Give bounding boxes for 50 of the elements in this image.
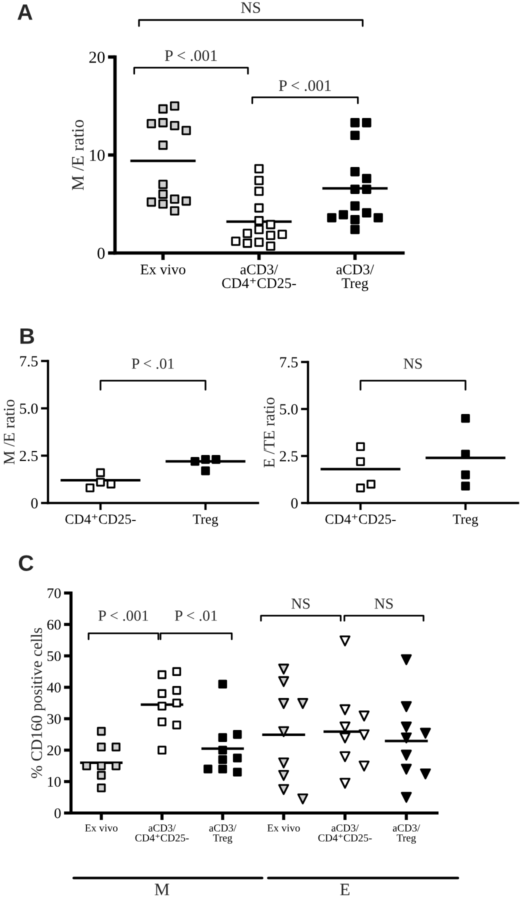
x-tick-label: Treg <box>192 514 218 527</box>
x-tick-label: aCD3/ Treg <box>392 824 420 844</box>
x-tick-label: aCD3/ CD4⁺CD25- <box>318 824 372 842</box>
annotation: P < .001 <box>164 50 217 62</box>
x-tick-label: Ex vivo <box>85 824 118 832</box>
y-tick-label: 0 <box>54 808 61 818</box>
y-tick-label: 70 <box>48 588 61 598</box>
y-tick-label: 20 <box>47 746 61 756</box>
annotation: NS <box>292 598 310 609</box>
y-tick-label: 10 <box>90 150 105 161</box>
y-tick-label: 0 <box>291 498 298 508</box>
y-tick-label: 10 <box>48 776 61 787</box>
x-tick-label: aCD3/ Treg <box>336 264 374 292</box>
annotation: P < .01 <box>132 358 174 369</box>
y-tick-label: 30 <box>47 714 61 724</box>
y-tick-label: 0 <box>98 248 105 259</box>
y-tick-label: 2.5 <box>20 450 38 462</box>
y-tick-label: 50 <box>48 651 61 662</box>
y-axis-title: % CD160 positive cells <box>30 628 46 778</box>
y-tick-label: 2.5 <box>280 451 298 462</box>
y-tick-label: 5.0 <box>280 404 298 415</box>
y-axis-title: M /E ratio <box>72 120 84 190</box>
x-tick-label: Ex vivo <box>267 824 300 832</box>
y-tick-label: 0 <box>31 498 38 508</box>
x-tick-label: CD4⁺CD25- <box>65 514 136 524</box>
annotation: P < .001 <box>98 610 148 621</box>
x-tick-label: CD4⁺CD25- <box>325 514 396 524</box>
x-axis-title: M <box>154 884 170 896</box>
chart-title: C <box>18 555 34 571</box>
text: NS <box>241 2 260 13</box>
annotation: P < .01 <box>174 610 217 621</box>
y-tick-label: 40 <box>46 682 61 692</box>
x-axis-title: E <box>340 884 350 896</box>
chart-title: B <box>20 328 34 344</box>
x-tick-label: Ex vivo <box>140 264 186 274</box>
y-tick-label: 7.5 <box>20 356 38 367</box>
y-tick-label: 5.0 <box>20 403 38 414</box>
annotation: P < .001 <box>278 80 331 92</box>
annotation: NS <box>404 358 422 369</box>
annotation: NS <box>374 598 393 609</box>
y-axis-title: E /TE ratio <box>264 398 275 468</box>
x-tick-label: aCD3/ CD4⁺CD25- <box>222 264 296 288</box>
y-tick-label: 7.5 <box>280 357 298 368</box>
x-tick-label: aCD3/ CD4⁺CD25- <box>135 824 189 842</box>
y-tick-label: 60 <box>47 620 61 630</box>
x-tick-label: Treg <box>452 514 478 527</box>
x-tick-label: aCD3/ Treg <box>209 824 236 844</box>
chart-title: A <box>18 4 32 20</box>
y-axis-title: M /E ratio <box>4 400 15 464</box>
y-tick-label: 20 <box>89 52 105 63</box>
